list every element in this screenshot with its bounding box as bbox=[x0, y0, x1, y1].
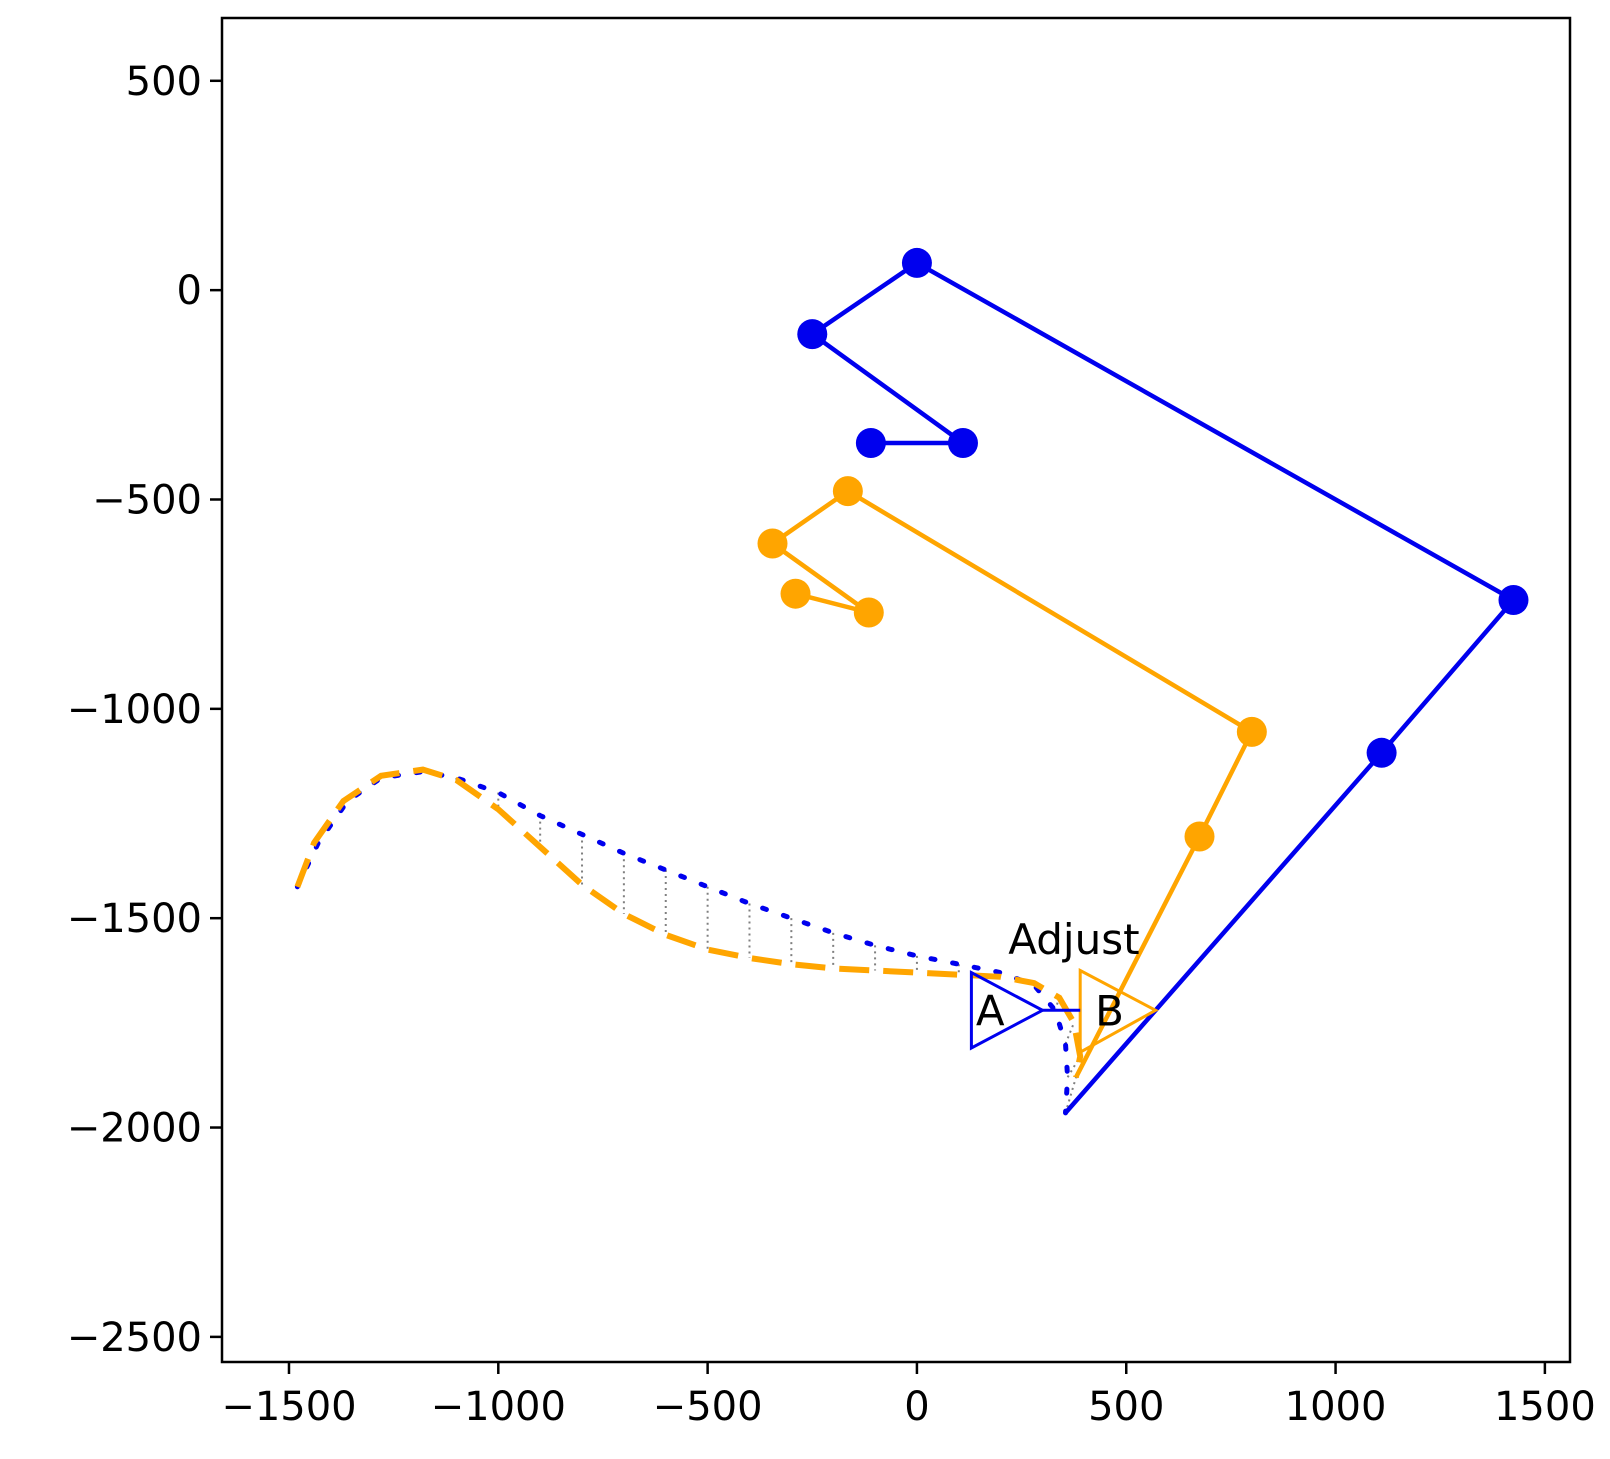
orange-series-line bbox=[770, 488, 1255, 1079]
x-tick-label: −1500 bbox=[221, 1384, 356, 1430]
y-tick-label: −1500 bbox=[67, 896, 202, 942]
annotation-adjust: Adjust bbox=[1008, 915, 1139, 964]
orange-series-point bbox=[757, 528, 788, 559]
y-tick-label: 500 bbox=[126, 59, 202, 105]
plot-frame bbox=[220, 16, 1572, 1364]
blue-series-point bbox=[797, 319, 828, 350]
connector-line bbox=[1054, 997, 1061, 1011]
x-tick-label: 500 bbox=[1088, 1384, 1164, 1430]
y-tick-label: −2500 bbox=[67, 1315, 202, 1361]
y-tick-label: −500 bbox=[92, 477, 202, 523]
connector-line bbox=[1064, 1022, 1075, 1045]
annotation-a: A bbox=[976, 986, 1005, 1035]
x-tick-label: −1000 bbox=[431, 1384, 566, 1430]
y-tick-label: −2000 bbox=[67, 1106, 202, 1152]
orange-series-point bbox=[1184, 821, 1215, 852]
orange-series-point bbox=[832, 476, 863, 507]
orange-series-point bbox=[1236, 716, 1267, 747]
axes-frame bbox=[220, 16, 1572, 1364]
y-tick-label: 0 bbox=[177, 268, 202, 314]
connector-line bbox=[1064, 1077, 1077, 1114]
y-axis: 500 0 −500 −1000 −1500 −2000 −2500 bbox=[67, 59, 222, 1361]
x-tick-label: 1000 bbox=[1285, 1384, 1387, 1430]
x-tick-label: −500 bbox=[653, 1384, 763, 1430]
dashed-orange-curve bbox=[294, 766, 1084, 1078]
triangle-marker-b bbox=[1078, 968, 1159, 1055]
annotation-b: B bbox=[1095, 986, 1124, 1035]
blue-series-point bbox=[855, 427, 886, 458]
blue-series-point bbox=[1498, 584, 1529, 615]
blue-series-point bbox=[901, 247, 932, 278]
x-tick-label: 1500 bbox=[1494, 1384, 1596, 1430]
triangle-marker-a bbox=[969, 970, 1046, 1051]
orange-series-point bbox=[853, 597, 884, 628]
plot-area bbox=[294, 247, 1529, 1116]
blue-series-point bbox=[947, 427, 978, 458]
connector-line bbox=[1066, 1055, 1082, 1078]
y-tick-label: −1000 bbox=[67, 687, 202, 733]
blue-series-point bbox=[1366, 737, 1397, 768]
x-tick-label: 0 bbox=[904, 1384, 929, 1430]
x-axis: −1500 −1000 −500 0 500 1000 1500 bbox=[221, 1362, 1596, 1430]
orange-series-point bbox=[780, 578, 811, 609]
blue-series-line bbox=[810, 260, 1516, 1115]
